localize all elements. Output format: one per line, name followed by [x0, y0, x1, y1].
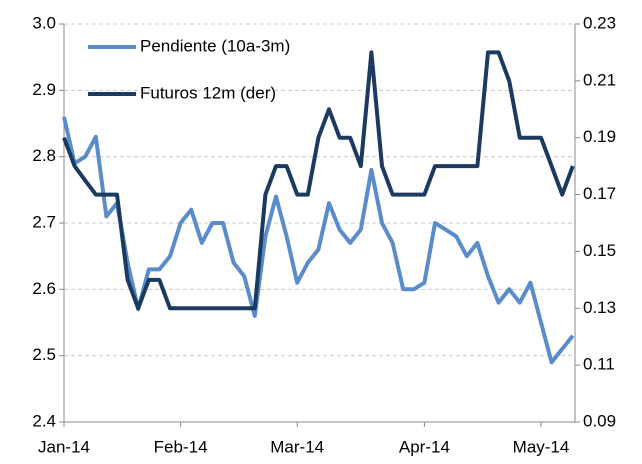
y2-tick-label: 0.09: [583, 411, 616, 430]
legend-label: Futuros 12m (der): [140, 83, 276, 102]
x-tick-label: Feb-14: [154, 437, 208, 456]
y-tick-label: 2.8: [32, 146, 56, 165]
y2-tick-label: 0.13: [583, 298, 616, 317]
y-tick-label: 2.6: [32, 279, 56, 298]
x-tick-label: Apr-14: [399, 437, 450, 456]
y2-tick-label: 0.19: [583, 127, 616, 146]
y-tick-label: 2.9: [32, 80, 56, 99]
series-line: [62, 50, 575, 311]
y2-tick-label: 0.15: [583, 241, 616, 260]
y2-tick-label: 0.17: [583, 184, 616, 203]
x-tick-label: Mar-14: [270, 437, 324, 456]
y-tick-label: 2.7: [32, 212, 56, 231]
y2-tick-label: 0.11: [583, 355, 615, 374]
x-tick-label: May-14: [513, 437, 570, 456]
y-tick-label: 2.4: [32, 411, 56, 430]
y2-tick-label: 0.23: [583, 13, 616, 32]
y-tick-label: 3.0: [32, 13, 56, 32]
series-line: [62, 116, 575, 365]
legend-label: Pendiente (10a-3m): [140, 36, 290, 55]
x-tick-label: Jan-14: [38, 437, 90, 456]
y2-tick-label: 0.21: [583, 70, 616, 89]
y-tick-label: 2.5: [32, 345, 56, 364]
